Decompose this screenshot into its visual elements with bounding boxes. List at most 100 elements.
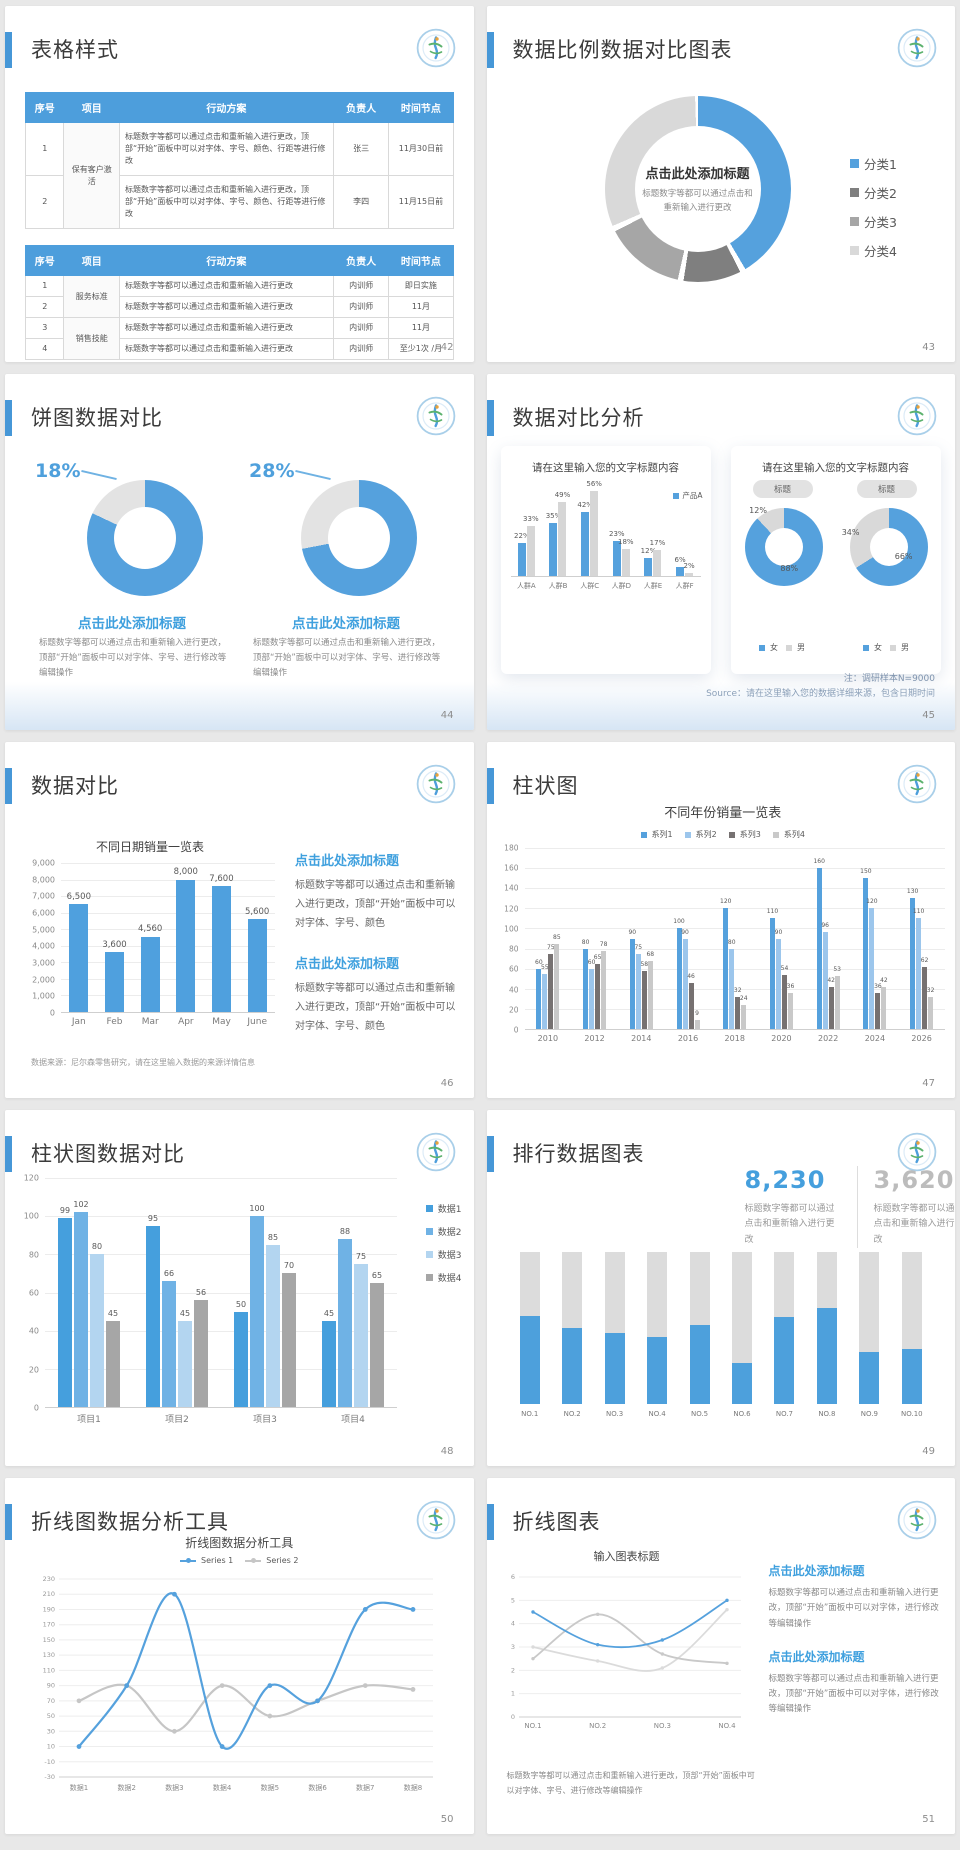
slide-donut-ratio[interactable]: 数据比例数据对比图表 点击此处添加标题 标题数字等都可以通过点击和重新输入进行更改… (486, 6, 955, 362)
text-blocks: 点击此处添加标题 标题数字等都可以通过点击和重新输入进行更改，顶部“开始”面板中… (769, 1562, 942, 1734)
bar-value-label: 32 (926, 986, 935, 994)
data-table: 序号 项目 行动方案 负责人 时间节点 1 保有客户激活 标题数字等都可以通过点击和重新输入进… (24, 92, 454, 229)
legend-item: 分类1 (850, 154, 897, 173)
bar-group: 50 100 85 70 (234, 1178, 296, 1407)
table-cell: 标题数字等都可以通过点击和重新输入进行更改 (119, 338, 334, 360)
x-tick-label: 项目4 (341, 1415, 365, 1425)
stacked-column (901, 1252, 922, 1404)
slide-header: 数据对比分析 (486, 396, 956, 438)
x-tick-label: NO.9 (860, 1410, 878, 1418)
x-tick-label: NO.8 (818, 1410, 836, 1418)
bar: 110 (913, 908, 924, 1029)
svg-text:-30: -30 (44, 1773, 55, 1781)
x-axis: 人群A 人群B 人群C 人群D 人群E 人群F (511, 581, 701, 591)
gridline (45, 1292, 397, 1294)
page-number: 50 (440, 1814, 454, 1825)
legend-label: 系列1 (651, 830, 673, 839)
donut-center-title: 点击此处添加标题 (645, 166, 750, 182)
bar: 56 (194, 1288, 208, 1407)
legend-item: 分类2 (850, 183, 897, 202)
callout-line (295, 469, 331, 481)
legend-item: 男 (786, 642, 805, 653)
svg-text:210: 210 (43, 1590, 55, 1598)
bar-value-label: 7,600 (209, 873, 234, 884)
slide-line-chart[interactable]: 折线图表 输入图表标题 6 5 4 3 2 1 0 NO.1 NO.2 NO.3 NO.4 点击此处… (486, 1478, 955, 1834)
gridline (61, 912, 275, 914)
stacked-column-slot (806, 1252, 848, 1404)
bar-value-label: 50 (235, 1299, 247, 1309)
column-header: 时间节点 (388, 245, 454, 276)
slide-ranking-chart[interactable]: 排行数据图表 8,230 标题数字等都可以通过点击和重新输入进行更改 3,620… (486, 1110, 955, 1466)
legend-item: 女 (759, 642, 778, 653)
gender-legend: 女男 (735, 642, 830, 653)
slide-title: 表格样式 (31, 38, 119, 62)
bar-value-label: 75 (355, 1251, 367, 1261)
slide-line-analysis[interactable]: 折线图数据分析工具 折线图数据分析工具 Series 1 Series 2 230… (5, 1478, 474, 1834)
bar: 100 (673, 918, 685, 1029)
bar: 95 (146, 1214, 160, 1407)
tbody: 1 保有客户激活 标题数字等都可以通过点击和重新输入进行更改，顶部“开始”面板中可以… (24, 122, 454, 229)
slide-pie-compare[interactable]: 饼图数据对比 18% 点击此处添加标题 标题数字等都可以通过点击和重新输入进行更… (5, 374, 474, 730)
segment-top-gray (901, 1252, 922, 1350)
chart-title: 折线图数据分析工具 (185, 1536, 294, 1550)
legend-item: Series 1 (180, 1556, 233, 1565)
line-chart: 6 5 4 3 2 1 0 NO.1 NO.2 NO.3 NO.4 (503, 1569, 751, 1735)
donut-chart (301, 480, 417, 596)
slide-header: 饼图数据对比 (5, 396, 474, 438)
title-accent-bar (486, 1136, 494, 1172)
bar-value-label: 46 (687, 972, 695, 980)
column-header: 时间节点 (388, 92, 454, 123)
x-tick-label: May (212, 1017, 231, 1027)
org-logo (416, 1500, 456, 1540)
y-tick-label: 60 (28, 1288, 39, 1298)
legend-swatch (850, 188, 860, 197)
legend-item: 分类3 (850, 212, 897, 231)
donut-chart: 点击此处添加标题 标题数字等都可以通过点击和重新输入进行更改 (604, 96, 791, 282)
bar-value-label: 85 (267, 1232, 279, 1242)
bar-value-label: 90 (774, 928, 783, 936)
y-tick-label: 0 (513, 1025, 519, 1035)
page-number: 42 (440, 342, 454, 353)
bar-group: 120 80 32 24 (720, 848, 748, 1029)
slide-data-compare[interactable]: 数据对比 不同日期销量一览表 9,000 8,000 7,000 6,000 5,000 4… (5, 742, 474, 1098)
y-tick-label: 4,000 (32, 941, 55, 951)
plot-area: 60 55 75 85 80 60 65 78 90 75 58 68 100 90 46 9 120 80 32 2… (524, 848, 945, 1030)
action-table-2: 序号 项目 行动方案 负责人 时间节点 1 服务标准 标题数字等都可以通过点击和重新输入进行更… (24, 245, 454, 360)
bar: 80 (90, 1242, 104, 1407)
svg-text:NO.1: NO.1 (524, 1722, 541, 1730)
slide-header: 折线图数据分析工具 (5, 1500, 474, 1542)
segment-bottom-blue (774, 1317, 795, 1404)
svg-text:1: 1 (510, 1690, 514, 1698)
legend-swatch (425, 1205, 433, 1212)
x-tick-label: 人群F (675, 582, 694, 590)
stacked-column (647, 1252, 668, 1404)
bar: 75 (547, 944, 555, 1029)
donut-hole (634, 126, 761, 252)
bar-value-label: 54 (780, 964, 789, 972)
bar-group: 5,600 (245, 863, 269, 1012)
slide-column-chart[interactable]: 柱状图 不同年份销量一览表 系列1 系列2 系列3 系列4 180 160 140 120 1… (486, 742, 955, 1098)
slice-label: 12% (749, 506, 767, 516)
slide-title: 折线图数据分析工具 (31, 1510, 229, 1534)
bar-value-label: 68 (646, 950, 655, 958)
gridline (45, 1178, 397, 1179)
slide-data-analysis[interactable]: 数据对比分析 请在这里输入您的文字标题内容 产品A 22% 33% 35% 49% 42… (486, 374, 956, 730)
table-cell: 张三 (332, 122, 390, 176)
slide-column-compare[interactable]: 柱状图数据对比 120 100 80 60 40 20 0 99 102 80 45 95 66 45 56… (5, 1110, 474, 1466)
bar-groups: 22% 33% 35% 49% 42% 56% 23% 18% 12% 17% 6% 2% (511, 480, 701, 576)
slide-table-styles[interactable]: 表格样式 序号 项目 行动方案 负责人 时间节点 1 保有客户激活 标题数字等都可以通过点击和… (5, 6, 474, 362)
x-tick-label: 2024 (864, 1034, 886, 1043)
slide-title: 饼图数据对比 (31, 406, 163, 430)
segment-bottom-blue (859, 1352, 880, 1404)
bar: 46 (687, 973, 695, 1029)
bar-group: 42% 56% (577, 480, 602, 576)
gridline (61, 995, 275, 997)
org-logo (897, 1132, 937, 1172)
x-tick-label: NO.5 (690, 1410, 709, 1418)
svg-text:NO.3: NO.3 (653, 1722, 670, 1730)
donut-chart (87, 480, 203, 596)
legend-label: 数据3 (437, 1251, 462, 1261)
legend-label: 产品A (682, 491, 703, 500)
block-caption: 标题数字等都可以通过点击和重新输入进行更改，顶部“开始”面板中可以对字体、字号、… (253, 638, 441, 678)
legend-item: 系列1 (640, 829, 673, 840)
